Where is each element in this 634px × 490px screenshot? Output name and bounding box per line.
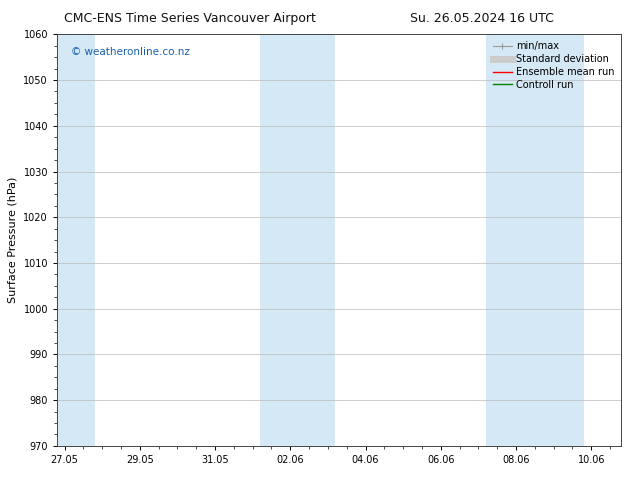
Text: CMC-ENS Time Series Vancouver Airport: CMC-ENS Time Series Vancouver Airport xyxy=(64,12,316,25)
Legend: min/max, Standard deviation, Ensemble mean run, Controll run: min/max, Standard deviation, Ensemble me… xyxy=(491,39,616,92)
Y-axis label: Surface Pressure (hPa): Surface Pressure (hPa) xyxy=(8,177,18,303)
Bar xyxy=(486,34,584,446)
Text: Su. 26.05.2024 16 UTC: Su. 26.05.2024 16 UTC xyxy=(410,12,553,25)
Text: © weatheronline.co.nz: © weatheronline.co.nz xyxy=(71,47,190,57)
Bar xyxy=(57,34,94,446)
Bar xyxy=(260,34,335,446)
